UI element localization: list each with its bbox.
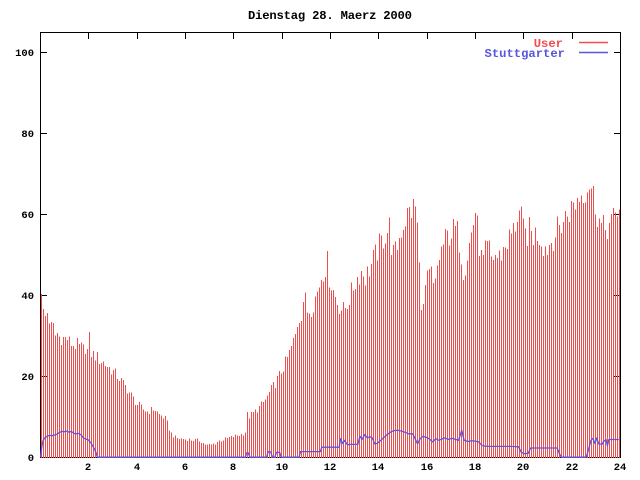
svg-text:Dienstag 28. Maerz 2000: Dienstag 28. Maerz 2000 — [248, 9, 412, 23]
svg-text:22: 22 — [566, 462, 579, 474]
svg-text:20: 20 — [517, 462, 530, 474]
svg-text:18: 18 — [469, 462, 482, 474]
svg-text:80: 80 — [21, 129, 34, 141]
svg-text:24: 24 — [614, 462, 627, 474]
svg-text:14: 14 — [372, 462, 385, 474]
svg-text:User: User — [534, 37, 563, 51]
svg-text:16: 16 — [421, 462, 434, 474]
svg-text:60: 60 — [21, 210, 34, 222]
svg-text:20: 20 — [21, 372, 34, 384]
svg-text:8: 8 — [230, 462, 236, 474]
svg-text:10: 10 — [276, 462, 289, 474]
svg-text:12: 12 — [324, 462, 337, 474]
svg-text:40: 40 — [21, 291, 34, 303]
svg-text:0: 0 — [28, 453, 34, 465]
svg-text:6: 6 — [182, 462, 188, 474]
svg-text:Stuttgarter: Stuttgarter — [485, 47, 565, 61]
svg-text:4: 4 — [134, 462, 140, 474]
svg-text:100: 100 — [15, 48, 34, 60]
svg-text:2: 2 — [85, 462, 91, 474]
